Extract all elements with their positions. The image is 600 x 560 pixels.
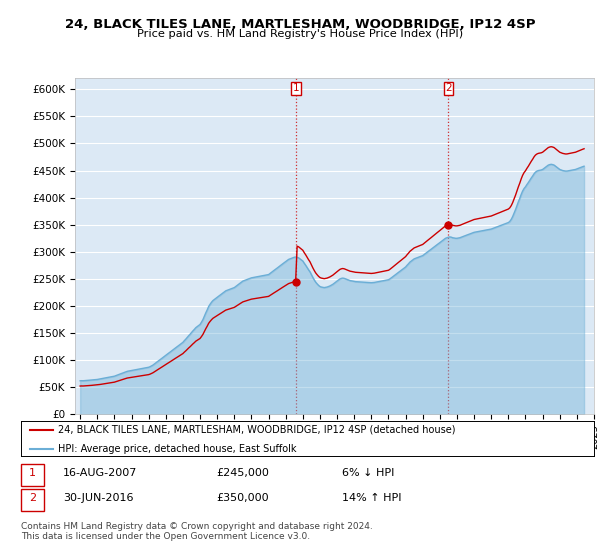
- Text: 16-AUG-2007: 16-AUG-2007: [63, 468, 137, 478]
- Text: 1: 1: [29, 468, 36, 478]
- Text: 6% ↓ HPI: 6% ↓ HPI: [342, 468, 394, 478]
- Text: HPI: Average price, detached house, East Suffolk: HPI: Average price, detached house, East…: [58, 444, 297, 454]
- Text: 24, BLACK TILES LANE, MARTLESHAM, WOODBRIDGE, IP12 4SP: 24, BLACK TILES LANE, MARTLESHAM, WOODBR…: [65, 18, 535, 31]
- Text: 1: 1: [293, 83, 299, 94]
- Text: Contains HM Land Registry data © Crown copyright and database right 2024.
This d: Contains HM Land Registry data © Crown c…: [21, 522, 373, 542]
- Text: 2: 2: [445, 83, 452, 94]
- Text: 14% ↑ HPI: 14% ↑ HPI: [342, 493, 401, 503]
- Text: 24, BLACK TILES LANE, MARTLESHAM, WOODBRIDGE, IP12 4SP (detached house): 24, BLACK TILES LANE, MARTLESHAM, WOODBR…: [58, 425, 456, 435]
- Text: Price paid vs. HM Land Registry's House Price Index (HPI): Price paid vs. HM Land Registry's House …: [137, 29, 463, 39]
- Text: 2: 2: [29, 493, 36, 503]
- Text: £350,000: £350,000: [216, 493, 269, 503]
- Text: 30-JUN-2016: 30-JUN-2016: [63, 493, 133, 503]
- Text: £245,000: £245,000: [216, 468, 269, 478]
